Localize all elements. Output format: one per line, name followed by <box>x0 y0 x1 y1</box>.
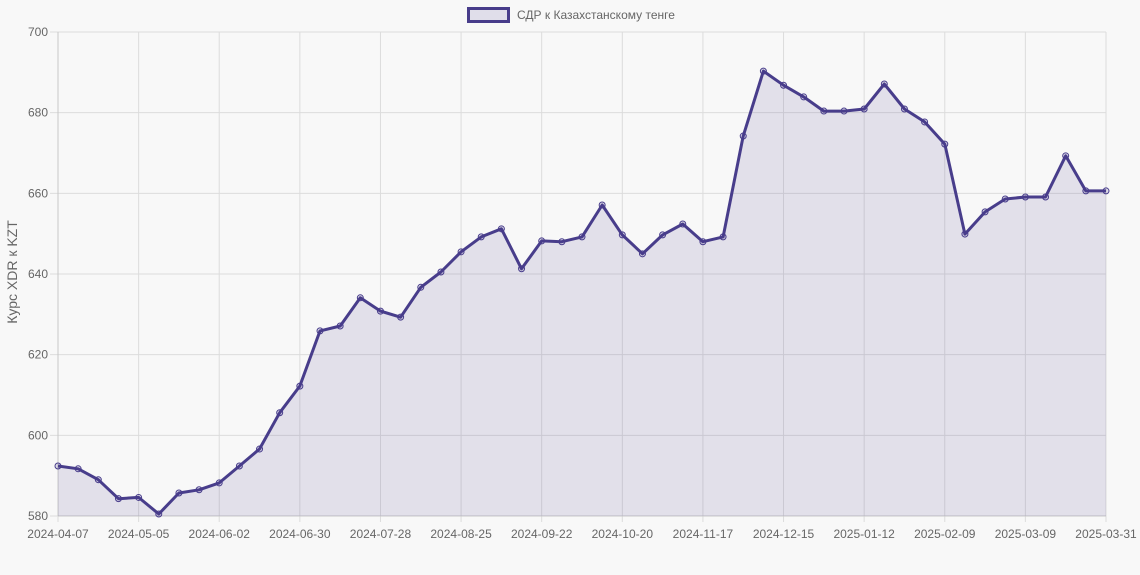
y-tick-label: 620 <box>28 348 48 362</box>
data-point-marker <box>256 445 264 453</box>
y-tick-label: 600 <box>28 428 48 442</box>
data-point-marker <box>739 132 747 140</box>
y-tick-label: 680 <box>28 106 48 120</box>
x-tick-label: 2024-08-25 <box>430 527 492 541</box>
data-point-marker <box>659 231 667 239</box>
data-point-marker <box>477 233 485 241</box>
data-point-marker <box>74 465 82 473</box>
x-tick-label: 2024-05-05 <box>108 527 170 541</box>
x-tick-label: 2024-09-22 <box>511 527 573 541</box>
data-point-marker <box>1042 193 1050 201</box>
series-line <box>57 69 1106 516</box>
data-point-marker <box>941 140 949 148</box>
data-point-marker <box>215 479 223 487</box>
y-tick-label: 700 <box>28 25 48 39</box>
data-point-marker <box>94 476 102 484</box>
data-point-marker <box>114 495 122 503</box>
x-tick-label: 2025-01-12 <box>833 527 895 541</box>
x-tick-label: 2024-12-15 <box>753 527 815 541</box>
x-tick-label: 2025-03-09 <box>995 527 1057 541</box>
data-point-marker <box>618 231 626 239</box>
legend-label: СДР к Казахстанскому тенге <box>517 8 675 22</box>
data-point-marker <box>900 105 908 113</box>
y-tick-label: 660 <box>28 186 48 200</box>
data-point-marker <box>699 238 707 246</box>
data-point-marker <box>437 268 445 276</box>
data-point-marker <box>336 322 344 330</box>
data-point-marker <box>638 250 646 258</box>
x-tick-label: 2024-06-02 <box>189 527 251 541</box>
data-point-marker <box>961 230 969 238</box>
data-point-marker <box>1021 193 1029 201</box>
data-point-marker <box>155 510 163 518</box>
x-tick-label: 2024-06-30 <box>269 527 331 541</box>
x-tick-label: 2024-11-17 <box>673 527 734 541</box>
data-point-marker <box>780 81 788 89</box>
data-point-marker <box>316 327 324 335</box>
x-tick-label: 2025-02-09 <box>914 527 976 541</box>
x-tick-label: 2024-10-20 <box>592 527 654 541</box>
data-point-marker <box>296 382 304 390</box>
data-point-marker <box>356 294 364 302</box>
data-point-marker <box>759 67 767 75</box>
data-point-marker <box>921 118 929 126</box>
data-point-marker <box>54 462 62 470</box>
data-point-marker <box>457 248 465 256</box>
data-point-marker <box>135 493 143 501</box>
legend-swatch-icon <box>467 7 510 23</box>
data-point-marker <box>598 201 606 209</box>
data-point-marker <box>175 489 183 497</box>
y-tick-label: 580 <box>28 509 48 523</box>
data-point-marker <box>840 107 848 115</box>
data-point-marker <box>1062 152 1070 160</box>
data-point-marker <box>1102 187 1110 195</box>
data-point-marker <box>235 462 243 470</box>
data-point-marker <box>397 313 405 321</box>
data-point-marker <box>981 208 989 216</box>
data-point-marker <box>800 93 808 101</box>
legend-item[interactable]: СДР к Казахстанскому тенге <box>467 6 675 24</box>
y-axis-title: Курс XDR к KZT <box>4 220 20 324</box>
data-point-marker <box>578 233 586 241</box>
data-point-marker <box>417 283 425 291</box>
data-point-marker <box>276 409 284 417</box>
data-point-marker <box>860 105 868 113</box>
data-point-marker <box>497 225 505 233</box>
data-point-marker <box>880 80 888 88</box>
data-point-marker <box>558 238 566 246</box>
series-area-fill <box>58 71 1106 516</box>
data-point-marker <box>1001 195 1009 203</box>
y-tick-label: 640 <box>28 267 48 281</box>
data-point-marker <box>820 107 828 115</box>
data-point-marker <box>1082 187 1090 195</box>
x-tick-label: 2024-04-07 <box>27 527 89 541</box>
data-point-marker <box>195 486 203 494</box>
data-point-marker <box>518 265 526 273</box>
data-point-marker <box>719 233 727 241</box>
data-point-marker <box>538 237 546 245</box>
x-tick-label: 2024-07-28 <box>350 527 412 541</box>
data-point-marker <box>679 220 687 228</box>
x-tick-label: 2025-03-31 <box>1075 527 1137 541</box>
data-point-marker <box>376 307 384 315</box>
